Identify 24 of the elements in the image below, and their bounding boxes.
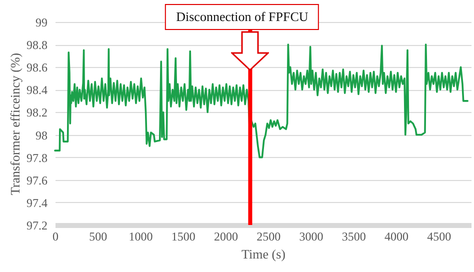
annotation: Disconnection of FPFCU [165, 4, 320, 30]
x-tick-label: 4000 [384, 230, 408, 244]
y-tick-label: 98.8 [26, 38, 48, 52]
y-axis-title: Transformer efficeincy (%) [8, 52, 22, 196]
y-tick-label: 97.6 [26, 173, 48, 188]
y-tick-label: 97.8 [26, 150, 48, 165]
x-tick-label: 4500 [427, 230, 452, 244]
x-axis-title: Time (s) [242, 246, 286, 262]
y-tick-label: 98 [36, 128, 48, 142]
x-tick-label: 500 [89, 230, 108, 244]
y-tick-label: 98.4 [26, 83, 48, 98]
x-tick-label: 3000 [299, 230, 324, 244]
y-tick-label: 97.2 [26, 218, 48, 232]
line-series [54, 44, 468, 158]
y-tick-label: 97.4 [26, 196, 48, 210]
x-tick-label: 2500 [256, 230, 281, 244]
y-tick-label: 99 [36, 16, 48, 30]
y-tick-label: 98.6 [26, 60, 48, 75]
x-tick-label: 1000 [128, 230, 153, 244]
y-tick-label: 98.2 [26, 106, 48, 120]
x-tick-label: 1500 [171, 230, 196, 244]
x-tick-label: 3500 [342, 230, 366, 244]
x-tick-label: 0 [52, 230, 58, 244]
x-tick-label: 2000 [214, 230, 238, 244]
